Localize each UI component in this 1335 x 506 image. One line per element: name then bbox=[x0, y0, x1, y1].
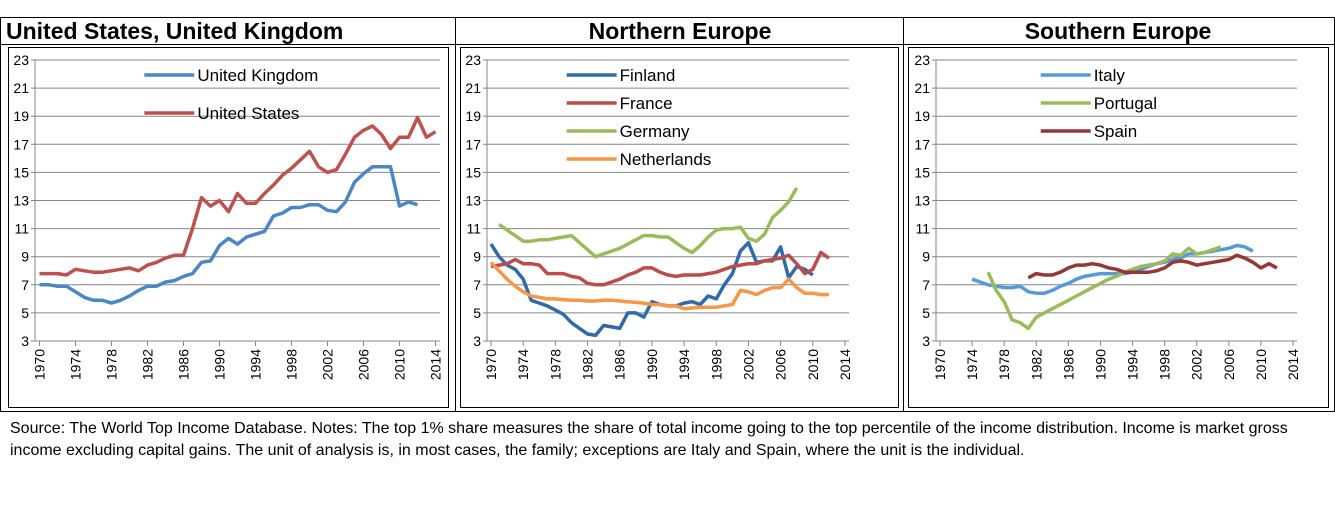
x-tick-label: 2014 bbox=[428, 349, 444, 380]
x-tick-label: 2002 bbox=[320, 349, 336, 380]
source-note: Source: The World Top Income Database. N… bbox=[10, 420, 1288, 459]
x-tick-label: 1998 bbox=[708, 349, 724, 380]
legend-label: Germany bbox=[620, 122, 690, 141]
x-tick-label: 1970 bbox=[932, 349, 948, 380]
y-tick-label: 21 bbox=[914, 80, 930, 96]
x-tick-label: 1970 bbox=[32, 349, 48, 380]
y-tick-label: 21 bbox=[13, 80, 29, 96]
data-line bbox=[489, 261, 829, 311]
y-tick-label: 7 bbox=[473, 277, 481, 293]
y-tick-label: 5 bbox=[21, 305, 29, 321]
x-tick-label: 2014 bbox=[1285, 349, 1301, 380]
data-line bbox=[986, 245, 1222, 331]
y-tick-label: 11 bbox=[14, 221, 29, 237]
legend-label: Italy bbox=[1094, 66, 1126, 85]
y-tick-label: 9 bbox=[473, 249, 481, 265]
x-tick-label: 1990 bbox=[644, 349, 660, 380]
legend-label: Netherlands bbox=[620, 150, 712, 169]
y-tick-label: 15 bbox=[465, 164, 481, 180]
y-tick-label: 7 bbox=[21, 277, 29, 293]
chart-panels: United States, United Kingdom 3 5 7 9 11 13 15 1… bbox=[0, 17, 1335, 412]
y-tick-label: 3 bbox=[922, 333, 930, 349]
x-tick-label: 1986 bbox=[612, 349, 628, 380]
y-tick-label: 11 bbox=[915, 221, 930, 237]
x-tick-label: 2002 bbox=[1189, 349, 1205, 380]
y-tick-label: 19 bbox=[13, 108, 29, 124]
y-tick-label: 19 bbox=[914, 108, 930, 124]
data-line bbox=[1027, 253, 1278, 280]
x-tick-label: 1982 bbox=[140, 349, 156, 380]
x-tick-label: 1990 bbox=[1092, 349, 1108, 380]
x-tick-label: 1986 bbox=[176, 349, 192, 380]
y-tick-label: 5 bbox=[922, 305, 930, 321]
panel-title: United States, United Kingdom bbox=[6, 18, 343, 44]
x-tick-label: 1994 bbox=[676, 349, 692, 380]
x-tick-label: 2010 bbox=[805, 349, 821, 380]
y-tick-label: 19 bbox=[465, 108, 481, 124]
y-tick-label: 15 bbox=[13, 164, 29, 180]
y-tick-label: 13 bbox=[13, 193, 29, 209]
x-tick-label: 1974 bbox=[515, 349, 531, 380]
x-tick-label: 1978 bbox=[547, 349, 563, 380]
y-tick-label: 9 bbox=[922, 249, 930, 265]
panel-title: Northern Europe bbox=[589, 18, 772, 44]
x-tick-label: 1970 bbox=[483, 349, 499, 380]
y-tick-label: 3 bbox=[473, 333, 481, 349]
x-tick-label: 2002 bbox=[740, 349, 756, 380]
y-tick-label: 11 bbox=[466, 221, 481, 237]
legend-label: Finland bbox=[620, 66, 676, 85]
y-tick-label: 23 bbox=[914, 52, 930, 68]
legend-label: France bbox=[620, 94, 673, 113]
chart-frames bbox=[8, 47, 1329, 408]
x-tick-label: 1978 bbox=[996, 349, 1012, 380]
y-tick-label: 13 bbox=[914, 193, 930, 209]
x-tick-label: 1994 bbox=[248, 349, 264, 380]
y-tick-label: 13 bbox=[465, 193, 481, 209]
x-tick-label: 1990 bbox=[212, 349, 228, 380]
x-tick-label: 1978 bbox=[104, 349, 120, 380]
panel-title: Southern Europe bbox=[1025, 18, 1212, 44]
x-tick-label: 1986 bbox=[1060, 349, 1076, 380]
y-tick-label: 17 bbox=[465, 136, 481, 152]
x-tick-label: 1994 bbox=[1125, 349, 1141, 380]
data-line bbox=[39, 115, 437, 277]
x-tick-label: 2006 bbox=[1221, 349, 1237, 380]
legend-label: United States bbox=[197, 104, 299, 123]
x-tick-label: 1998 bbox=[1157, 349, 1173, 380]
x-tick-label: 2010 bbox=[392, 349, 408, 380]
x-tick-label: 1982 bbox=[580, 349, 596, 380]
x-tick-label: 2006 bbox=[773, 349, 789, 380]
x-tick-label: 1982 bbox=[1028, 349, 1044, 380]
x-tick-label: 2014 bbox=[837, 349, 853, 380]
data-line bbox=[39, 165, 419, 305]
y-tick-label: 21 bbox=[465, 80, 481, 96]
x-tick-label: 1974 bbox=[68, 349, 84, 380]
x-tick-label: 1998 bbox=[284, 349, 300, 380]
legend-label: Spain bbox=[1094, 122, 1137, 141]
y-tick-label: 15 bbox=[914, 164, 930, 180]
legend-label: Portugal bbox=[1094, 94, 1157, 113]
legend-label: United Kingdom bbox=[197, 66, 318, 85]
x-tick-label: 2010 bbox=[1253, 349, 1269, 380]
y-tick-label: 23 bbox=[465, 52, 481, 68]
x-tick-label: 1974 bbox=[964, 349, 980, 380]
y-tick-label: 17 bbox=[914, 136, 930, 152]
data-line bbox=[490, 250, 830, 287]
y-tick-label: 7 bbox=[922, 277, 930, 293]
data-line bbox=[498, 187, 799, 259]
y-tick-label: 3 bbox=[21, 333, 29, 349]
y-tick-label: 17 bbox=[13, 136, 29, 152]
y-tick-label: 23 bbox=[13, 52, 29, 68]
y-tick-label: 5 bbox=[473, 305, 481, 321]
x-tick-label: 2006 bbox=[356, 349, 372, 380]
y-tick-label: 9 bbox=[21, 249, 29, 265]
